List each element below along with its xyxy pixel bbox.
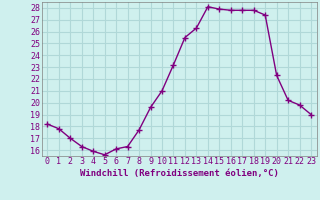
X-axis label: Windchill (Refroidissement éolien,°C): Windchill (Refroidissement éolien,°C) [80,169,279,178]
